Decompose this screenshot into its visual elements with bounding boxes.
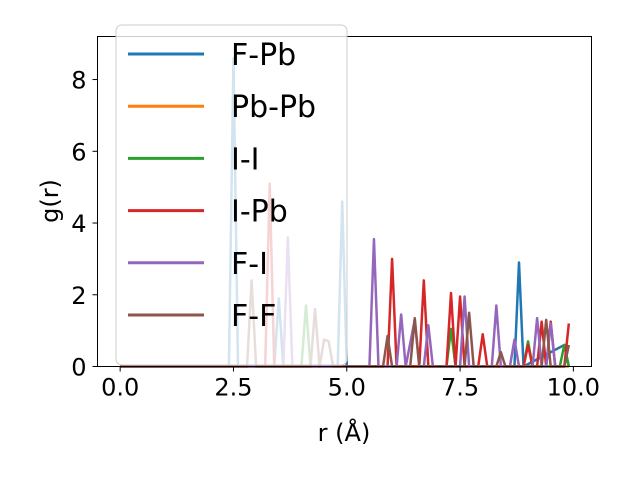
x-axis-label: r (Å) bbox=[318, 418, 371, 447]
y-axis-label: g(r) bbox=[36, 179, 64, 223]
x-tick-label: 5.0 bbox=[328, 374, 366, 402]
legend: F-Pb Pb-Pb I-I I-Pb F-I F-F bbox=[115, 24, 348, 366]
legend-box bbox=[115, 24, 348, 366]
y-tick-label: 4 bbox=[71, 210, 86, 238]
x-tick-label: 0.0 bbox=[101, 374, 139, 402]
y-tick-label: 0 bbox=[71, 354, 86, 382]
legend-label-f-i: F-I bbox=[231, 247, 268, 282]
y-tick-label: 8 bbox=[71, 67, 86, 95]
legend-label-f-pb: F-Pb bbox=[231, 38, 296, 73]
legend-label-pb-pb: Pb-Pb bbox=[231, 90, 316, 125]
x-tick-label: 2.5 bbox=[214, 374, 252, 402]
x-tick-label: 10.0 bbox=[547, 374, 600, 402]
x-tick-label: 7.5 bbox=[441, 374, 479, 402]
y-tick-label: 2 bbox=[71, 282, 86, 310]
x-axis: 0.0 2.5 5.0 7.5 10.0 bbox=[101, 366, 600, 402]
y-axis: 0 2 4 6 8 bbox=[71, 67, 98, 382]
legend-label-i-i: I-I bbox=[231, 142, 260, 177]
y-tick-label: 6 bbox=[71, 138, 86, 166]
legend-label-i-pb: I-Pb bbox=[231, 195, 288, 230]
legend-label-f-f: F-F bbox=[231, 299, 276, 334]
